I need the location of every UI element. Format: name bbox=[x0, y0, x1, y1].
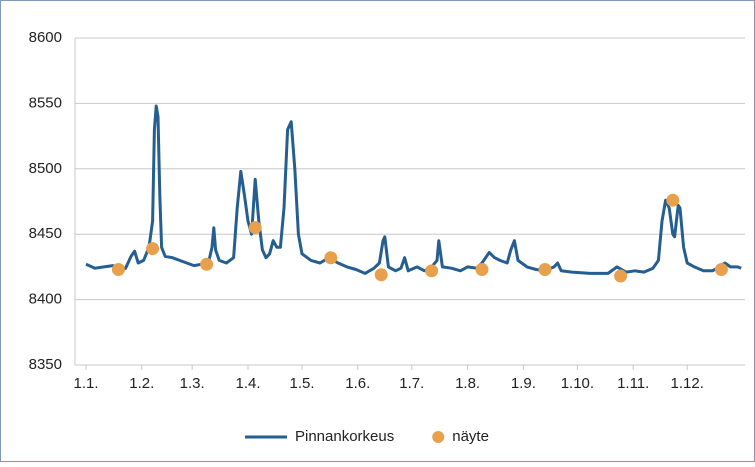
y-tick-label: 8400 bbox=[29, 291, 62, 308]
legend-label: Pinnankorkeus bbox=[295, 428, 394, 445]
line bbox=[85, 104, 742, 275]
x-tick-label: 1.8. bbox=[455, 375, 480, 392]
sample-point bbox=[324, 251, 338, 265]
x-tick-label: 1.7. bbox=[399, 375, 424, 392]
sample-point bbox=[111, 263, 125, 277]
legend-marker bbox=[432, 431, 445, 443]
x-tick-label: 1.11. bbox=[617, 375, 649, 392]
x-tick-label: 1.3. bbox=[180, 375, 205, 392]
sample-point bbox=[714, 263, 728, 277]
x-tick-label: 1.10. bbox=[561, 375, 594, 392]
sample-point bbox=[146, 242, 160, 256]
sample-point bbox=[538, 263, 552, 277]
y-tick-label: 8500 bbox=[29, 160, 62, 177]
y-tick-label: 8450 bbox=[29, 225, 62, 242]
sample-point bbox=[425, 264, 439, 278]
x-tick-label: 1.6. bbox=[345, 375, 370, 392]
sample-point bbox=[200, 257, 214, 271]
sample-point bbox=[475, 263, 489, 277]
x-tick-label: 1.5. bbox=[289, 375, 314, 392]
sample-point bbox=[248, 221, 262, 235]
sample-point bbox=[666, 193, 680, 207]
x-tick-label: 1.4. bbox=[235, 375, 260, 392]
y-tick-label: 8350 bbox=[29, 356, 62, 373]
x-tick-label: 1.9. bbox=[511, 375, 536, 392]
legend-label: näyte bbox=[452, 428, 489, 445]
x-tick-label: 1.12. bbox=[671, 375, 704, 392]
sample-point bbox=[614, 269, 628, 283]
sample-point bbox=[374, 268, 388, 282]
y-tick-label: 8550 bbox=[29, 94, 62, 111]
x-tick-label: 1.1. bbox=[73, 375, 98, 392]
y-tick-label: 8600 bbox=[29, 29, 62, 46]
x-tick-label: 1.2. bbox=[129, 375, 154, 392]
